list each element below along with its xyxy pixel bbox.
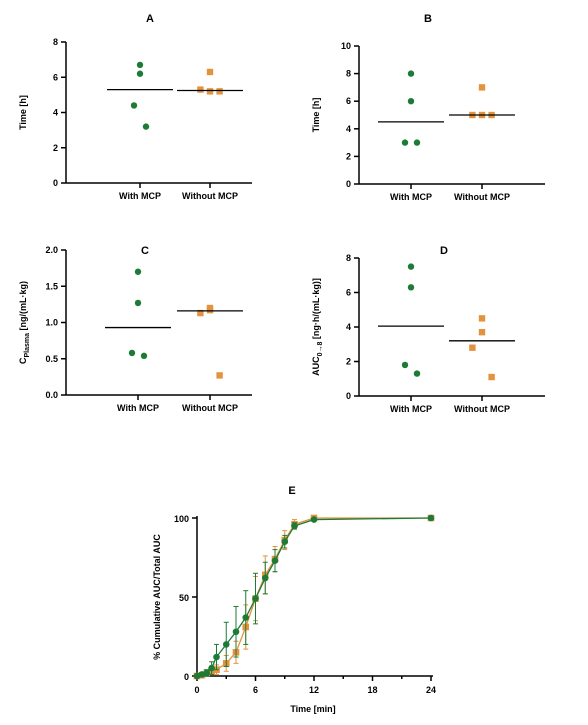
- y-tick-label: 8: [346, 253, 351, 263]
- data-point: [197, 309, 204, 317]
- data-point: [206, 88, 214, 95]
- data-point: [401, 139, 409, 146]
- x-tick-label: Without MCP: [182, 191, 238, 201]
- panel-title: A: [146, 13, 154, 25]
- y-tick-label: 50: [179, 593, 189, 603]
- y-axis-label-units: [ng/(mL·kg): [18, 281, 28, 333]
- data-point: [242, 614, 250, 621]
- y-axis-label-units: [ng·h/(mL·kg)]: [311, 278, 321, 341]
- data-point: [291, 522, 298, 530]
- data-point: [413, 139, 421, 146]
- data-point: [203, 669, 211, 677]
- panel-title: C: [141, 245, 149, 257]
- y-tick-label: 0: [346, 179, 351, 189]
- y-axis-label: % Cumulative AUC/Total AUC: [152, 534, 162, 660]
- y-tick-label: 10: [341, 41, 351, 51]
- y-tick-label: 4: [346, 322, 351, 332]
- x-tick-label: With MCP: [390, 404, 432, 414]
- data-point: [142, 123, 150, 130]
- data-point: [134, 268, 142, 275]
- y-tick-label: 4: [53, 108, 58, 118]
- data-point: [271, 557, 279, 564]
- data-point: [478, 84, 486, 91]
- y-tick-label: 8: [346, 69, 351, 79]
- data-point: [136, 70, 144, 77]
- data-point: [197, 86, 204, 93]
- y-tick-label: 0: [184, 672, 189, 682]
- x-tick-label: 24: [426, 685, 436, 695]
- x-axis-label: Time [min]: [290, 704, 335, 714]
- y-axis-label: CPlasma [ng/(mL·kg): [18, 281, 31, 364]
- data-point: [128, 349, 136, 357]
- x-tick-label: Without MCP: [454, 404, 510, 414]
- data-point: [407, 263, 415, 270]
- data-point: [136, 61, 144, 69]
- x-tick-label: 12: [309, 685, 319, 695]
- data-point: [407, 70, 415, 77]
- data-point: [216, 372, 223, 379]
- data-point: [478, 315, 486, 322]
- y-tick-label: 6: [346, 288, 351, 298]
- y-tick-label: 2: [346, 357, 351, 367]
- y-axis-label: Time [h]: [18, 95, 28, 130]
- data-point: [140, 352, 148, 360]
- x-tick-label: 0: [194, 685, 199, 695]
- y-axis-label-main: C: [18, 357, 28, 364]
- y-tick-label: 0: [53, 178, 58, 188]
- y-axis-label-main: AUC: [311, 356, 321, 376]
- data-point: [213, 653, 220, 661]
- x-tick-label: Without MCP: [454, 192, 510, 202]
- y-tick-label: 0.0: [45, 390, 58, 400]
- data-point: [401, 361, 409, 369]
- data-point: [407, 98, 415, 105]
- data-point: [413, 370, 421, 377]
- x-tick-label: 6: [253, 685, 258, 695]
- y-tick-label: 1.0: [45, 318, 58, 328]
- data-point: [232, 628, 240, 636]
- data-point: [469, 344, 476, 351]
- series-line: [196, 517, 431, 677]
- data-point: [310, 516, 318, 523]
- panel-title: B: [424, 13, 432, 25]
- data-point: [216, 88, 223, 95]
- panel-title: E: [288, 485, 295, 497]
- y-tick-label: 2.0: [45, 245, 58, 255]
- y-axis-label-subscript: Plasma: [24, 333, 31, 358]
- y-tick-label: 8: [53, 37, 58, 47]
- y-tick-label: 100: [174, 514, 189, 524]
- x-tick-label: With MCP: [117, 403, 159, 413]
- data-point: [222, 641, 230, 648]
- series-line: [196, 517, 432, 677]
- y-tick-label: 2: [346, 151, 351, 161]
- x-tick-label: 18: [367, 685, 377, 695]
- data-point: [206, 68, 214, 76]
- data-point: [478, 328, 486, 336]
- y-axis-label: Time [h]: [311, 98, 321, 133]
- data-point: [208, 664, 215, 672]
- y-tick-label: 2: [53, 143, 58, 153]
- data-point: [427, 514, 435, 522]
- y-tick-label: 4: [346, 124, 351, 134]
- y-tick-label: 6: [346, 96, 351, 106]
- y-tick-label: 1.5: [45, 281, 58, 291]
- data-point: [261, 574, 269, 582]
- data-point: [488, 373, 495, 381]
- y-tick-label: 6: [53, 72, 58, 82]
- data-point: [134, 299, 142, 307]
- data-point: [407, 284, 415, 291]
- data-point: [206, 306, 214, 314]
- data-point: [130, 102, 138, 109]
- y-tick-label: 0.5: [45, 354, 58, 364]
- panel-title: D: [440, 245, 448, 257]
- x-tick-label: With MCP: [119, 191, 161, 201]
- y-axis-label-subscript: 0→8: [317, 341, 324, 356]
- data-point: [281, 538, 289, 545]
- data-point: [252, 595, 259, 602]
- y-axis-label: AUC0→8 [ng·h/(mL·kg)]: [311, 278, 324, 376]
- x-tick-label: Without MCP: [182, 403, 238, 413]
- y-tick-label: 0: [346, 391, 351, 401]
- x-tick-label: With MCP: [390, 192, 432, 202]
